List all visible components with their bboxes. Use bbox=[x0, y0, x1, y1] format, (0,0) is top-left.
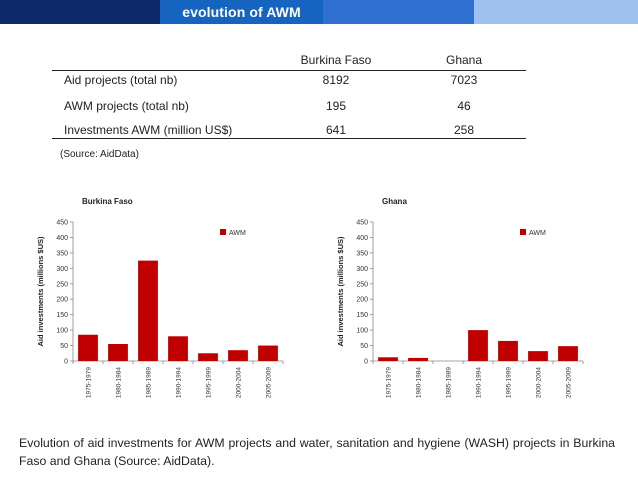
chart-ghana: Ghana Aid investments (millions $US) 0 50 10… bbox=[330, 192, 590, 404]
y-tick-label: 250 bbox=[56, 281, 68, 288]
title-bar-segment bbox=[0, 0, 160, 24]
slide-title: evolution of AWM bbox=[182, 4, 301, 20]
table-row: Investments AWM (million US$) 641 258 bbox=[52, 123, 526, 145]
title-bar-segment: evolution of AWM bbox=[160, 0, 323, 24]
title-bar-segment bbox=[323, 0, 474, 24]
y-axis-label: Aid investments (millions $US) bbox=[36, 236, 45, 347]
bar bbox=[168, 336, 188, 361]
x-tick-label: 1995-1999 bbox=[506, 367, 513, 398]
y-tick-label: 200 bbox=[356, 297, 368, 304]
x-tick-label: 1985-1989 bbox=[146, 367, 153, 398]
bar bbox=[258, 345, 278, 361]
table-row: Aid projects (total nb) 8192 7023 bbox=[52, 73, 526, 95]
legend-swatch bbox=[520, 229, 526, 235]
table-row: AWM projects (total nb) 195 46 bbox=[52, 99, 526, 121]
x-tick-label: 1975-1979 bbox=[86, 367, 93, 398]
bar bbox=[498, 340, 518, 361]
x-tick-label: 1990-1994 bbox=[476, 367, 483, 398]
legend-label: AWM bbox=[529, 230, 546, 237]
row-label: Aid projects (total nb) bbox=[64, 73, 178, 87]
chart-burkina-faso: Burkina Faso Aid investments (millions $U… bbox=[30, 192, 290, 404]
legend-label: AWM bbox=[229, 230, 246, 237]
y-axis-label: Aid investments (millions $US) bbox=[336, 236, 345, 347]
bar bbox=[78, 334, 98, 361]
title-bar-segment bbox=[474, 0, 638, 24]
chart-title: Ghana bbox=[382, 197, 407, 206]
x-tick-label: 1975-1979 bbox=[386, 367, 393, 398]
column-header: Burkina Faso bbox=[300, 53, 372, 67]
y-tick-label: 350 bbox=[56, 250, 68, 257]
x-tick-label: 1995-1999 bbox=[206, 367, 213, 398]
table-cell: 641 bbox=[325, 123, 347, 137]
table-header: Burkina Faso Ghana bbox=[52, 48, 526, 71]
bar bbox=[558, 346, 578, 361]
chart-title: Burkina Faso bbox=[82, 197, 133, 206]
x-tick-label: 1980-1984 bbox=[116, 367, 123, 398]
bar bbox=[198, 353, 218, 361]
bar bbox=[468, 330, 488, 361]
row-label: Investments AWM (million US$) bbox=[64, 123, 233, 137]
y-tick-label: 450 bbox=[56, 220, 68, 227]
bar bbox=[528, 351, 548, 361]
x-tick-label: 1980-1984 bbox=[416, 367, 423, 398]
column-header: Ghana bbox=[445, 53, 483, 67]
table-source: (Source: AidData) bbox=[60, 149, 139, 160]
x-tick-label: 2000-2004 bbox=[536, 367, 543, 398]
table-bottom-rule bbox=[52, 138, 526, 139]
table-cell: 46 bbox=[457, 99, 471, 113]
y-tick-label: 0 bbox=[64, 359, 68, 366]
chart-svg: Ghana Aid investments (millions $US) 0 50 10… bbox=[336, 197, 584, 398]
y-tick-label: 400 bbox=[356, 235, 368, 242]
y-tick-label: 0 bbox=[364, 359, 368, 366]
y-tick-label: 150 bbox=[56, 312, 68, 319]
y-tick-label: 100 bbox=[56, 328, 68, 335]
chart-svg: Burkina Faso Aid investments (millions $U… bbox=[36, 197, 284, 398]
x-tick-label: 1985-1989 bbox=[446, 367, 453, 398]
x-tick-label: 2005-2009 bbox=[566, 367, 573, 398]
title-bar: evolution of AWM bbox=[0, 0, 638, 24]
y-tick-label: 50 bbox=[360, 343, 368, 350]
bar bbox=[378, 357, 398, 361]
figure-caption: Evolution of aid investments for AWM pro… bbox=[19, 436, 615, 468]
x-tick-label: 1990-1994 bbox=[176, 367, 183, 398]
table-cell: 8192 bbox=[322, 73, 350, 87]
y-tick-label: 200 bbox=[56, 297, 68, 304]
row-label: AWM projects (total nb) bbox=[64, 99, 189, 113]
bar bbox=[138, 260, 158, 361]
bar bbox=[108, 344, 128, 361]
y-tick-label: 150 bbox=[356, 312, 368, 319]
table-cell: 195 bbox=[325, 99, 347, 113]
table-cell: 258 bbox=[453, 123, 475, 137]
y-tick-label: 300 bbox=[356, 266, 368, 273]
x-tick-label: 2005-2009 bbox=[266, 367, 273, 398]
y-tick-label: 50 bbox=[60, 343, 68, 350]
y-tick-label: 450 bbox=[356, 220, 368, 227]
y-tick-label: 350 bbox=[356, 250, 368, 257]
bar bbox=[228, 350, 248, 361]
table-cell: 7023 bbox=[450, 73, 478, 87]
y-tick-label: 300 bbox=[56, 266, 68, 273]
y-tick-label: 100 bbox=[356, 328, 368, 335]
y-tick-label: 400 bbox=[56, 235, 68, 242]
legend-swatch bbox=[220, 229, 226, 235]
x-tick-label: 2000-2004 bbox=[236, 367, 243, 398]
bar bbox=[408, 357, 428, 361]
y-tick-label: 250 bbox=[356, 281, 368, 288]
